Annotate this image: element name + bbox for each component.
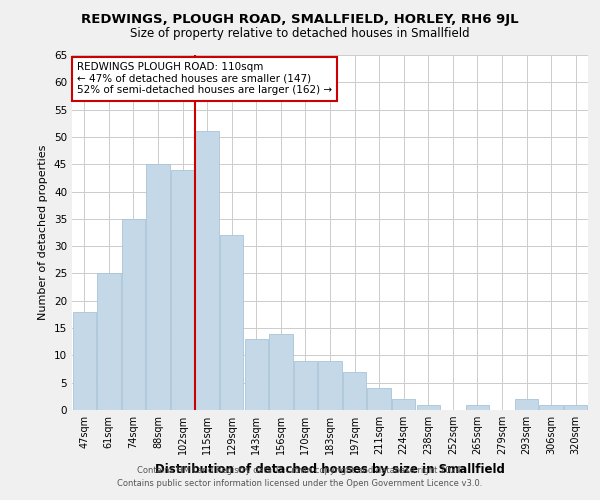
Bar bbox=[245, 339, 268, 410]
Bar bbox=[416, 404, 440, 410]
X-axis label: Distribution of detached houses by size in Smallfield: Distribution of detached houses by size … bbox=[155, 462, 505, 475]
Bar bbox=[146, 164, 170, 410]
Bar bbox=[466, 404, 489, 410]
Bar bbox=[367, 388, 391, 410]
Text: Contains HM Land Registry data © Crown copyright and database right 2024.
Contai: Contains HM Land Registry data © Crown c… bbox=[118, 466, 482, 487]
Bar bbox=[220, 235, 244, 410]
Bar bbox=[319, 361, 341, 410]
Text: REDWINGS, PLOUGH ROAD, SMALLFIELD, HORLEY, RH6 9JL: REDWINGS, PLOUGH ROAD, SMALLFIELD, HORLE… bbox=[81, 12, 519, 26]
Text: Size of property relative to detached houses in Smallfield: Size of property relative to detached ho… bbox=[130, 28, 470, 40]
Bar bbox=[97, 274, 121, 410]
Y-axis label: Number of detached properties: Number of detached properties bbox=[38, 145, 49, 320]
Bar bbox=[539, 404, 563, 410]
Bar bbox=[515, 399, 538, 410]
Bar bbox=[269, 334, 293, 410]
Bar bbox=[294, 361, 317, 410]
Bar bbox=[564, 404, 587, 410]
Bar bbox=[392, 399, 415, 410]
Text: REDWINGS PLOUGH ROAD: 110sqm
← 47% of detached houses are smaller (147)
52% of s: REDWINGS PLOUGH ROAD: 110sqm ← 47% of de… bbox=[77, 62, 332, 96]
Bar bbox=[122, 219, 145, 410]
Bar bbox=[171, 170, 194, 410]
Bar bbox=[196, 132, 219, 410]
Bar bbox=[343, 372, 366, 410]
Bar bbox=[73, 312, 96, 410]
